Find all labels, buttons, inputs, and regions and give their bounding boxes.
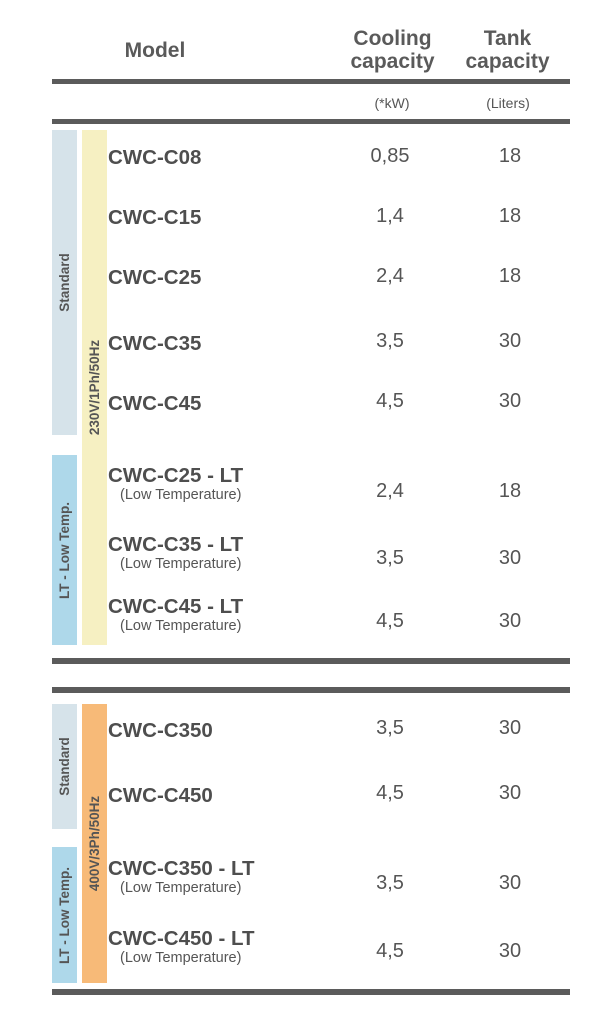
table-row-model: CWC-C35 - LT (Low Temperature) xyxy=(108,534,243,573)
header-rule xyxy=(52,79,570,84)
cooling-value: 3,5 xyxy=(376,717,404,739)
cooling-value: 2,4 xyxy=(376,480,404,502)
table-row-model: CWC-C15 xyxy=(108,207,201,229)
units-rule xyxy=(52,119,570,124)
table-row-model: CWC-C350 - LT (Low Temperature) xyxy=(108,858,255,897)
group1-lt-label: LT - Low Temp. xyxy=(57,501,72,599)
header-tank-line2: capacity xyxy=(465,50,550,73)
table-row-model: CWC-C350 xyxy=(108,720,213,742)
group2-voltage-label: 400V/3Ph/50Hz xyxy=(87,795,102,892)
tank-value: 30 xyxy=(498,940,522,962)
header-cooling-line1: Cooling xyxy=(353,27,432,50)
cooling-unit: (*kW) xyxy=(374,95,410,111)
tank-value: 18 xyxy=(498,205,522,227)
table-row-model: CWC-C45 xyxy=(108,393,201,415)
model-name: CWC-C15 xyxy=(108,206,202,229)
tank-value: 18 xyxy=(498,480,522,502)
cooling-value: 4,5 xyxy=(376,782,404,804)
tank-value: 30 xyxy=(498,610,522,632)
cooling-value: 4,5 xyxy=(376,390,404,412)
model-name: CWC-C35 - LT xyxy=(108,533,244,556)
cooling-value: 0,85 xyxy=(370,145,410,167)
tank-value: 30 xyxy=(498,782,522,804)
table-row-model: CWC-C45 - LT (Low Temperature) xyxy=(108,596,243,635)
group1-standard-band: Standard xyxy=(52,130,77,435)
header-tank-capacity: Tank capacity xyxy=(450,27,565,73)
cooling-value: 1,4 xyxy=(376,205,404,227)
header-model: Model xyxy=(124,39,186,62)
tank-value: 30 xyxy=(498,547,522,569)
model-subtitle: (Low Temperature) xyxy=(120,618,242,634)
header-cooling-line2: capacity xyxy=(350,50,435,73)
group1-voltage-label: 230V/1Ph/50Hz xyxy=(87,339,102,436)
table-row-model: CWC-C450 xyxy=(108,785,213,807)
cooling-value: 4,5 xyxy=(376,940,404,962)
cooling-value: 3,5 xyxy=(376,330,404,352)
model-name: CWC-C45 xyxy=(108,392,202,415)
model-subtitle: (Low Temperature) xyxy=(120,487,242,503)
group1-lt-band: LT - Low Temp. xyxy=(52,455,77,645)
table-row-model: CWC-C25 - LT (Low Temperature) xyxy=(108,465,243,504)
group2-bottom-rule xyxy=(52,989,570,995)
tank-value: 30 xyxy=(498,330,522,352)
group2-lt-band: LT - Low Temp. xyxy=(52,847,77,983)
tank-unit: (Liters) xyxy=(486,95,530,111)
cooling-value: 4,5 xyxy=(376,610,404,632)
group1-standard-label: Standard xyxy=(57,253,73,312)
tank-value: 18 xyxy=(498,265,522,287)
model-subtitle: (Low Temperature) xyxy=(120,556,242,572)
model-subtitle: (Low Temperature) xyxy=(120,950,242,966)
model-name: CWC-C45 - LT xyxy=(108,595,244,618)
cooling-value: 2,4 xyxy=(376,265,404,287)
group1-bottom-rule xyxy=(52,658,570,664)
model-name: CWC-C25 - LT xyxy=(108,464,244,487)
table-row-model: CWC-C450 - LT (Low Temperature) xyxy=(108,928,255,967)
table-row-model: CWC-C25 xyxy=(108,267,201,289)
model-name: CWC-C450 xyxy=(108,784,213,807)
tank-value: 30 xyxy=(498,872,522,894)
table-row-model: CWC-C08 xyxy=(108,147,201,169)
header-tank-line1: Tank xyxy=(483,27,532,50)
cooling-value: 3,5 xyxy=(376,547,404,569)
model-subtitle: (Low Temperature) xyxy=(120,880,242,896)
cooling-value: 3,5 xyxy=(376,872,404,894)
tank-value: 30 xyxy=(498,390,522,412)
tank-value: 18 xyxy=(498,145,522,167)
model-name: CWC-C350 - LT xyxy=(108,857,255,880)
model-name: CWC-C450 - LT xyxy=(108,927,255,950)
group2-voltage-band: 400V/3Ph/50Hz xyxy=(82,704,107,983)
group2-lt-label: LT - Low Temp. xyxy=(57,866,72,964)
header-cooling-capacity: Cooling capacity xyxy=(335,27,450,73)
group2-top-rule xyxy=(52,687,570,693)
table-row-model: CWC-C35 xyxy=(108,333,201,355)
model-name: CWC-C350 xyxy=(108,719,213,742)
group2-standard-band: Standard xyxy=(52,704,77,829)
tank-value: 30 xyxy=(498,717,522,739)
group2-standard-label: Standard xyxy=(57,737,73,796)
model-name: CWC-C25 xyxy=(108,266,202,289)
group1-voltage-band: 230V/1Ph/50Hz xyxy=(82,130,107,645)
model-name: CWC-C35 xyxy=(108,332,202,355)
model-name: CWC-C08 xyxy=(108,146,202,169)
